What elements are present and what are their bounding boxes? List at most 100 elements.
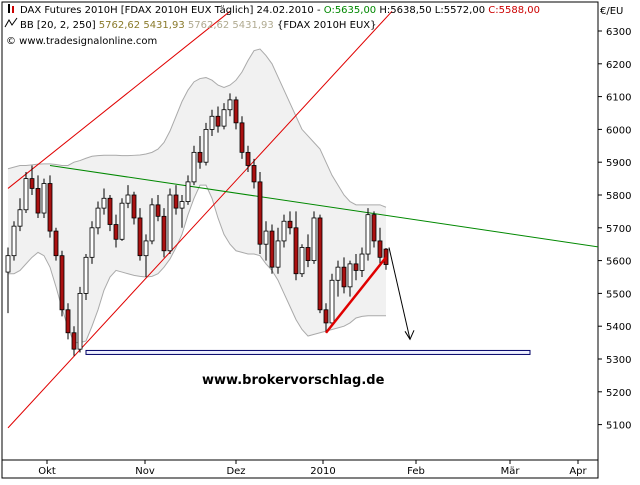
candle	[221, 103, 227, 130]
candle-body-up	[281, 220, 287, 242]
candle	[251, 158, 257, 189]
candle	[299, 244, 305, 277]
annotations	[85, 247, 531, 355]
candle-body-up	[149, 204, 155, 242]
candle-body-up	[335, 266, 341, 281]
candle-body-up	[209, 115, 215, 130]
red-channel-upper	[7, 10, 231, 189]
watermark-text: www.brokervorschlag.de	[202, 373, 385, 388]
candle-body-down	[131, 194, 137, 219]
candle-body-down	[53, 230, 59, 257]
y-tick-label: 6200	[606, 60, 631, 71]
candle-body-down	[251, 165, 257, 183]
candle-body-up	[95, 207, 101, 229]
candle-body-down	[47, 183, 53, 232]
y-tick-label: 5500	[606, 289, 631, 300]
candle-body-up	[365, 214, 371, 255]
candle	[35, 175, 41, 218]
bb-suffix: {FDAX 2010H EUX}	[277, 20, 377, 31]
candle-body-up	[179, 201, 185, 209]
candle-body-down	[377, 240, 383, 258]
copyright-text: © www.tradesignalonline.com	[6, 36, 157, 47]
candle	[329, 273, 335, 327]
candle-body-down	[257, 181, 263, 245]
candle-body-up	[203, 128, 209, 163]
x-tick-label: Nov	[135, 466, 155, 477]
candle-body-up	[221, 109, 227, 127]
candle-body-up	[119, 202, 125, 240]
candle	[263, 221, 269, 261]
candle	[275, 227, 281, 274]
candle-body-up	[299, 247, 305, 275]
candle	[107, 195, 113, 232]
candle	[95, 201, 101, 235]
candle	[377, 227, 383, 264]
candle-body-down	[173, 194, 179, 209]
x-axis: Okt Nov Dez 2010 Feb Mär Apr	[38, 460, 588, 477]
candle-body-down	[107, 197, 113, 225]
candle	[191, 145, 197, 186]
header: DAX Futures 2010H [FDAX 2010H EUX Täglic…	[6, 5, 623, 47]
candle	[41, 178, 47, 218]
candle-body-down	[371, 214, 377, 242]
candle	[197, 135, 203, 169]
candle-body-down	[317, 217, 323, 311]
candle	[65, 303, 71, 340]
candle-body-up	[41, 183, 47, 214]
projection-arrow-line	[388, 247, 411, 340]
candle-body-down	[287, 220, 293, 229]
y-axis: 6300 6200 6100 6000 5900 5800 5700 5600 5500 5400…	[598, 27, 631, 432]
candle-body-down	[137, 217, 143, 257]
candle	[281, 214, 287, 248]
y-tick-label: 5900	[606, 158, 631, 169]
candle	[29, 165, 35, 195]
candle-body-up	[89, 227, 95, 258]
bb-label: BB [20, 2, 250]	[20, 20, 99, 31]
candle-body-down	[59, 255, 65, 311]
candle	[233, 96, 239, 130]
y-tick-label: 5100	[606, 421, 631, 432]
y-tick-label: 5400	[606, 322, 631, 333]
candle-body-up	[263, 230, 269, 245]
candle	[257, 172, 263, 255]
candle	[365, 208, 371, 261]
candle-body-down	[293, 227, 299, 275]
candle	[341, 257, 347, 294]
candle-body-down	[323, 309, 329, 324]
candle	[149, 198, 155, 245]
green-trendline	[49, 164, 598, 248]
candle-body-down	[341, 266, 347, 288]
candle	[17, 198, 23, 232]
candle-body-up	[143, 240, 149, 257]
trend-lines	[7, 10, 598, 429]
header-high-low: H:5638,50 L:5572,00	[376, 5, 488, 16]
candle	[293, 211, 299, 281]
candle	[359, 247, 365, 277]
y-unit-label: €/EU	[600, 6, 623, 17]
candle-body-up	[17, 209, 23, 227]
candle	[353, 254, 359, 281]
candle	[179, 195, 185, 228]
candle	[77, 286, 83, 353]
candle	[287, 211, 293, 235]
bb-value-2: 5431,93	[143, 20, 184, 31]
candle-body-up	[227, 99, 233, 111]
bb-value-3: 5762,62	[188, 20, 229, 31]
x-tick-label: Okt	[38, 466, 56, 477]
candle	[269, 224, 275, 274]
candles	[5, 93, 389, 356]
candle-body-up	[359, 253, 365, 271]
candle-body-down	[155, 204, 161, 217]
y-tick-label: 5600	[606, 257, 631, 268]
candle	[83, 254, 89, 300]
x-tick-label: 2010	[310, 466, 335, 477]
x-tick-label: Feb	[407, 466, 425, 477]
candle	[227, 93, 233, 117]
candle-body-up	[167, 194, 173, 252]
candle	[131, 191, 137, 225]
header-line2: BB [20, 2, 250] 5762,62 5431,93 5762,62 …	[20, 20, 376, 31]
candle-body-up	[275, 240, 281, 268]
candle	[47, 175, 53, 238]
